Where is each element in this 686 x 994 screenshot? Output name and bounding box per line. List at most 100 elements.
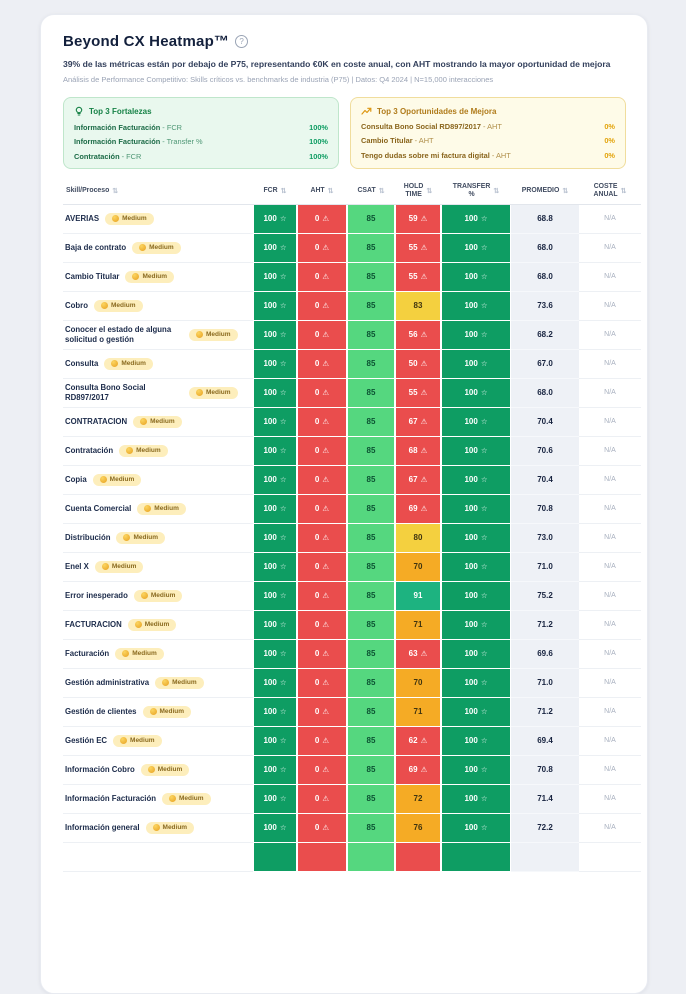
- sort-icon[interactable]: ⇅: [493, 188, 500, 196]
- warning-icon: ⚠: [322, 620, 330, 630]
- medium-badge: Medium: [142, 705, 192, 718]
- strengths-title: Top 3 Fortalezas: [89, 107, 152, 116]
- warning-icon: ⚠: [420, 475, 428, 485]
- cell-promedio: 69.6: [511, 639, 579, 669]
- star-icon: ☆: [480, 504, 488, 514]
- cell-promedio: 70.6: [511, 436, 579, 466]
- cell-value: 71: [413, 707, 423, 717]
- cell-coste-anual: N/A: [579, 639, 641, 669]
- cell-value: 0: [314, 301, 320, 311]
- star-icon: ☆: [279, 736, 287, 746]
- col-header-transfer[interactable]: TRANSFER % ⇅: [441, 178, 511, 205]
- cell-value: 100: [263, 504, 277, 514]
- cell-value: 0: [314, 417, 320, 427]
- panel-item-skill: Información Facturación: [74, 122, 161, 132]
- warning-icon: ⚠: [420, 388, 428, 398]
- warning-icon: ⚠: [420, 446, 428, 456]
- sort-icon[interactable]: ⇅: [112, 188, 119, 196]
- cell-hold-time: 55 ⚠: [395, 233, 441, 263]
- cell-fcr: 100 ☆: [253, 726, 297, 756]
- col-header-promedio[interactable]: PROMEDIO ⇅: [511, 178, 579, 205]
- coin-icon: [144, 505, 152, 513]
- star-icon: ☆: [480, 562, 488, 572]
- warning-icon: ⚠: [322, 765, 330, 775]
- cell-value: 59: [408, 214, 418, 224]
- table-row: Gestión de clientes Medium 100 ☆ 0 ⚠ 85 71 100 ☆ 7…: [63, 697, 641, 727]
- cell-aht: 0 ⚠: [297, 494, 347, 524]
- cell-value: 69: [408, 765, 418, 775]
- cell-promedio: 70.4: [511, 407, 579, 437]
- cell-value: 85: [366, 446, 376, 456]
- medium-badge: Medium: [189, 386, 238, 399]
- col-header-aht[interactable]: AHT ⇅: [297, 178, 347, 205]
- cell-value: 100: [464, 243, 478, 253]
- cell-transfer: 100 ☆: [441, 262, 511, 292]
- coin-icon: [132, 273, 140, 281]
- sort-icon[interactable]: ⇅: [562, 188, 569, 196]
- sort-icon[interactable]: ⇅: [280, 188, 287, 196]
- cell-skill: Gestión de clientes Medium: [63, 697, 253, 727]
- warning-icon: ⚠: [322, 649, 330, 659]
- cell-coste-anual: N/A: [579, 436, 641, 466]
- badge-label: Medium: [159, 708, 185, 716]
- cell-value: 0: [314, 736, 320, 746]
- coin-icon: [99, 476, 107, 484]
- trend-up-icon: [361, 106, 372, 116]
- cell-coste-anual: N/A: [579, 291, 641, 321]
- medium-badge: Medium: [92, 473, 142, 486]
- sort-icon[interactable]: ⇅: [620, 188, 627, 196]
- panel-item-skill: Información Facturación: [74, 137, 161, 146]
- cell-value: 70: [413, 678, 423, 688]
- cell-csat: 85: [347, 494, 395, 524]
- help-icon[interactable]: ?: [235, 35, 249, 48]
- cell-value: 72: [413, 794, 423, 804]
- cell-value: 100: [263, 562, 277, 572]
- medium-badge: Medium: [140, 763, 190, 776]
- opportunities-list: Consulta Bono Social RD897/2017 - AHT 0% C…: [361, 122, 615, 160]
- cell-promedio: 71.4: [511, 784, 579, 814]
- cell-promedio: 70.8: [511, 755, 579, 785]
- col-header-hold[interactable]: HOLD TIME ⇅: [395, 178, 441, 205]
- star-icon: ☆: [279, 678, 287, 688]
- medium-badge: Medium: [119, 444, 168, 457]
- col-header-fcr[interactable]: FCR ⇅: [253, 178, 297, 205]
- cell-hold-time: 68 ⚠: [395, 436, 441, 466]
- panel-item-label: Tengo dudas sobre mi factura digital - A…: [361, 151, 511, 160]
- cell-fcr: 100 ☆: [253, 697, 297, 727]
- summary-text: 39% de las métricas están por debajo de …: [63, 59, 611, 69]
- cell-hold-time: 71: [395, 610, 441, 640]
- medium-badge: Medium: [132, 241, 181, 254]
- card-header: Beyond CX Heatmap™ ?: [63, 33, 639, 50]
- cell-csat: 85: [347, 552, 395, 582]
- col-header-skill[interactable]: Skill/Proceso ⇅: [63, 178, 253, 205]
- sort-icon[interactable]: ⇅: [378, 188, 385, 196]
- col-header-coste[interactable]: COSTE ANUAL ⇅: [579, 178, 641, 205]
- col-header-csat[interactable]: CSAT ⇅: [347, 178, 395, 205]
- coin-icon: [122, 650, 130, 658]
- cell-value: 100: [263, 214, 277, 224]
- cell-csat: 85: [347, 668, 395, 698]
- cell-value: 100: [464, 359, 478, 369]
- cell-value: 100: [464, 678, 478, 688]
- skill-name: Información Facturación: [65, 793, 156, 803]
- cell-value: 100: [464, 301, 478, 311]
- coin-icon: [196, 331, 203, 339]
- table-row: Gestión EC Medium 100 ☆ 0 ⚠ 85 62 ⚠ 100 ☆ 69.4 N/A: [63, 726, 641, 756]
- sort-icon[interactable]: ⇅: [426, 188, 433, 196]
- skill-name: Gestión administrativa: [65, 677, 150, 687]
- sort-icon[interactable]: ⇅: [327, 188, 334, 196]
- cell-skill: Gestión EC Medium: [63, 726, 253, 756]
- cell-promedio: 68.0: [511, 378, 579, 408]
- cell-value: 100: [464, 649, 478, 659]
- cell-value: 50: [408, 359, 418, 369]
- cell-hold-time: 72: [395, 784, 441, 814]
- badge-label: Medium: [110, 302, 136, 310]
- badge-label: Medium: [122, 215, 147, 223]
- cell-aht: 0 ⚠: [297, 668, 347, 698]
- star-icon: ☆: [279, 388, 287, 398]
- cell-aht: 0 ⚠: [297, 610, 347, 640]
- cell-aht: 0 ⚠: [297, 523, 347, 553]
- skill-name: AVERIAS: [65, 213, 100, 223]
- star-icon: ☆: [480, 533, 488, 543]
- badge-label: Medium: [130, 737, 155, 745]
